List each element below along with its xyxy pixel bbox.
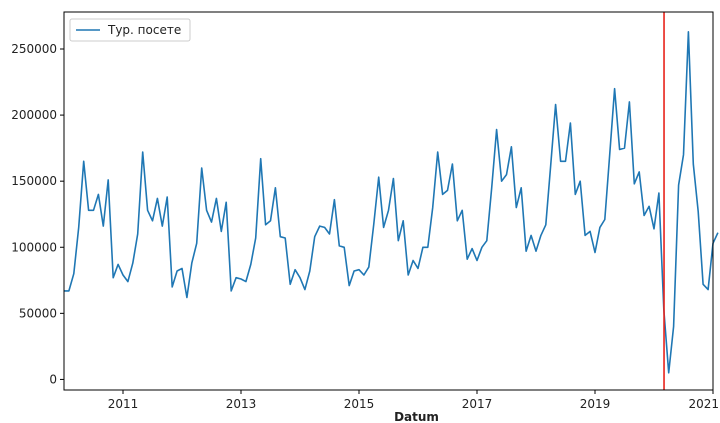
legend: Тур. посете bbox=[69, 18, 191, 42]
x-tick-label: 2019 bbox=[580, 397, 611, 411]
x-tick-label: 2017 bbox=[462, 397, 493, 411]
x-tick-label: 2021 bbox=[688, 397, 719, 411]
y-tick-label: 50000 bbox=[19, 306, 57, 320]
x-axis-ticks: 2011 2013 2015 2017 2019 2021 bbox=[108, 390, 719, 411]
series-line-tourist-visits bbox=[64, 31, 719, 374]
y-tick-label: 0 bbox=[49, 372, 57, 386]
y-axis-ticks: 0 50000 100000 150000 200000 250000 bbox=[11, 42, 64, 386]
y-tick-label: 100000 bbox=[11, 240, 57, 254]
x-tick-label: 2013 bbox=[226, 397, 257, 411]
y-tick-label: 150000 bbox=[11, 174, 57, 188]
y-tick-label: 200000 bbox=[11, 108, 57, 122]
x-tick-label: 2011 bbox=[108, 397, 139, 411]
legend-label: Тур. посете bbox=[107, 23, 181, 37]
y-tick-label: 250000 bbox=[11, 42, 57, 56]
plot-frame bbox=[63, 11, 714, 391]
legend-box bbox=[69, 18, 191, 42]
x-tick-label: 2015 bbox=[344, 397, 375, 411]
x-axis-label: Datum bbox=[394, 410, 439, 423]
